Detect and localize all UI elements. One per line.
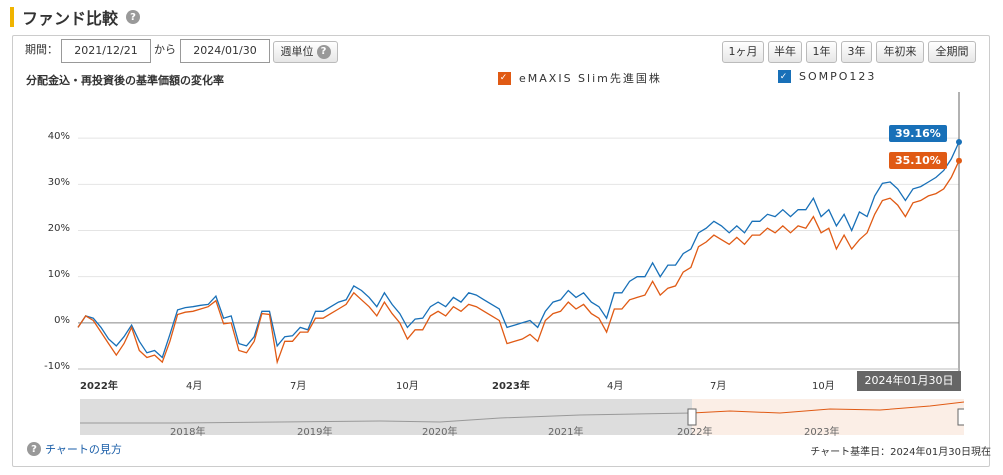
series-line-sompo xyxy=(77,141,960,359)
navigator-overview-line xyxy=(80,412,693,424)
chart-basis-date: チャート基準日：2024年01月30日現在 xyxy=(810,447,991,458)
header-accent-bar xyxy=(10,7,14,27)
page-header: ファンド比較 ? xyxy=(10,6,141,28)
navigator-tick: 2023年 xyxy=(804,427,840,438)
sompo-end-value-tag: 39.16% xyxy=(889,125,947,142)
emaxis-end-value-tag: 35.10% xyxy=(889,152,947,169)
checkbox-icon[interactable]: ✓ xyxy=(778,70,791,83)
navigator-tick: 2022年 xyxy=(677,427,713,438)
range-3y-button[interactable]: 3年 xyxy=(841,41,872,63)
weekly-unit-button[interactable]: 週単位 ? xyxy=(273,41,338,63)
range-1m-button[interactable]: 1ヶ月 xyxy=(722,41,764,63)
x-tick-label: 10月 xyxy=(812,381,835,392)
range-all-button[interactable]: 全期間 xyxy=(928,41,976,63)
unit-help-icon[interactable]: ? xyxy=(316,45,331,59)
navigator-tick: 2021年 xyxy=(548,427,584,438)
date-marker-label: 2024年01月30日 xyxy=(857,371,961,391)
range-6m-button[interactable]: 半年 xyxy=(768,41,802,63)
legend-label: SOMPO123 xyxy=(799,70,877,83)
navigator-right-handle[interactable] xyxy=(957,408,964,426)
help-icon[interactable]: ? xyxy=(126,10,141,24)
start-date-input[interactable]: 2021/12/21 xyxy=(61,39,151,63)
y-tick-label: 40% xyxy=(47,131,70,142)
navigator-tick: 2019年 xyxy=(297,427,333,438)
weekly-unit-label: 週単位 xyxy=(280,45,314,58)
navigator-selected-area xyxy=(692,399,964,435)
chart-panel xyxy=(12,35,990,467)
series-end-point xyxy=(956,157,962,164)
period-label: 期間： xyxy=(25,43,58,56)
series-end-point xyxy=(956,139,962,146)
series-line-emaxis xyxy=(77,160,960,365)
range-1y-button[interactable]: 1年 xyxy=(806,41,837,63)
navigator-left-handle[interactable] xyxy=(687,408,697,426)
y-tick-label: 10% xyxy=(47,269,70,280)
range-navigator[interactable] xyxy=(80,399,964,435)
x-tick-label: 10月 xyxy=(396,381,419,392)
x-tick-label: 7月 xyxy=(290,381,307,392)
x-tick-label: 4月 xyxy=(186,381,203,392)
period-separator: から xyxy=(154,43,176,56)
y-tick-label: -10% xyxy=(44,361,70,372)
help-icon: ? xyxy=(27,442,41,456)
x-tick-label: 2022年 xyxy=(80,381,118,392)
y-tick-label: 30% xyxy=(47,177,70,188)
x-tick-label: 7月 xyxy=(710,381,727,392)
legend-item-sompo[interactable]: ✓ SOMPO123 xyxy=(778,70,876,83)
navigator-shaded-area xyxy=(80,399,692,435)
end-date-input[interactable]: 2024/01/30 xyxy=(180,39,270,63)
navigator-tick: 2020年 xyxy=(422,427,458,438)
y-tick-label: 0% xyxy=(54,315,70,326)
x-tick-label: 2023年 xyxy=(492,381,530,392)
legend-item-emaxis[interactable]: ✓ eMAXIS Slim先進国株 xyxy=(498,70,662,86)
checkbox-icon[interactable]: ✓ xyxy=(498,71,511,85)
x-tick-label: 4月 xyxy=(607,381,624,392)
navigator-selected-line xyxy=(691,401,964,414)
y-tick-label: 20% xyxy=(47,223,70,234)
chart-help-label: チャートの見方 xyxy=(45,443,122,456)
navigator-tick: 2018年 xyxy=(170,427,206,438)
range-ytd-button[interactable]: 年初来 xyxy=(876,41,924,63)
chart-title: 分配金込・再投資後の基準価額の変化率 xyxy=(26,74,224,87)
chart-help-link[interactable]: ? チャートの見方 xyxy=(27,441,122,457)
legend-label: eMAXIS Slim先進国株 xyxy=(519,72,662,85)
page-title: ファンド比較 xyxy=(22,9,119,28)
